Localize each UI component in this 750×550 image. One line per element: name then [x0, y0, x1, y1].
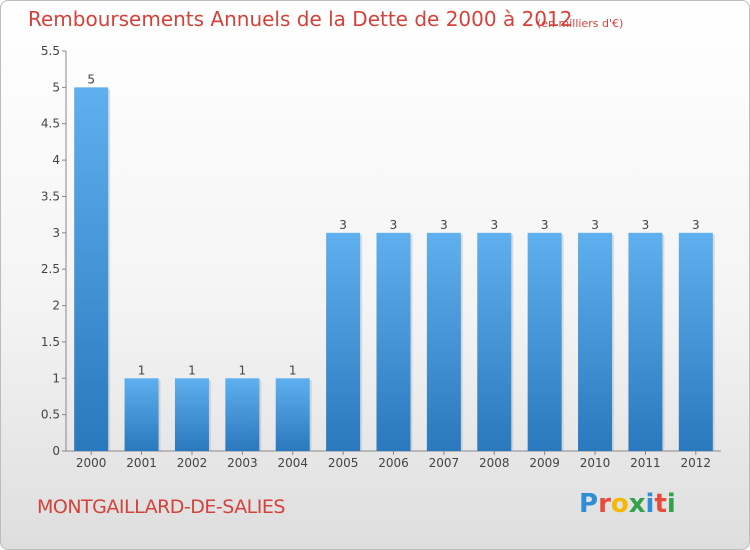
- bar-2008: [477, 232, 512, 451]
- x-tick-label: 2004: [277, 456, 308, 470]
- x-tick-label: 2007: [429, 456, 460, 470]
- x-tick-label: 2003: [227, 456, 258, 470]
- y-tick-label: 0.5: [41, 408, 60, 422]
- data-label: 3: [541, 218, 549, 232]
- bar-2007: [426, 232, 461, 451]
- bar-2000: [74, 87, 109, 451]
- data-label: 3: [591, 218, 599, 232]
- y-tick-label: 3.5: [41, 189, 60, 203]
- chart-unit: (en milliers d'€): [537, 17, 624, 30]
- commune-name: MONTGAILLARD-DE-SALIES: [37, 496, 285, 518]
- y-tick-label: 3: [52, 226, 60, 240]
- x-tick-label: 2012: [681, 456, 712, 470]
- x-tick-label: 2005: [328, 456, 359, 470]
- chart-title: Remboursements Annuels de la Dette de 20…: [28, 7, 573, 31]
- proxiti-logo: Proxiti: [579, 489, 676, 519]
- x-tick-label: 2000: [76, 456, 107, 470]
- y-tick-label: 0: [52, 444, 60, 458]
- logo-letter: x: [628, 489, 646, 519]
- y-tick-label: 4.5: [41, 117, 60, 131]
- bar-2010: [578, 232, 613, 451]
- bar-2012: [678, 232, 713, 451]
- y-tick-label: 2: [52, 299, 60, 313]
- y-tick-label: 1.5: [41, 335, 60, 349]
- y-tick-label: 4: [52, 153, 60, 167]
- logo-letter: i: [645, 489, 655, 519]
- logo-letter: o: [610, 489, 629, 519]
- x-tick-label: 2001: [126, 456, 157, 470]
- logo-letter: i: [666, 489, 676, 519]
- logo-letter: P: [579, 489, 599, 519]
- y-tick-label: 5: [52, 80, 60, 94]
- data-label: 1: [239, 363, 247, 377]
- data-label: 3: [339, 218, 347, 232]
- bar-2005: [326, 232, 361, 451]
- bar-2001: [124, 378, 159, 451]
- data-label: 3: [490, 218, 498, 232]
- data-label: 1: [188, 363, 196, 377]
- x-tick-label: 2008: [479, 456, 510, 470]
- bar-2003: [225, 378, 260, 451]
- data-label: 1: [289, 363, 297, 377]
- bar-2002: [174, 378, 209, 451]
- data-label: 3: [440, 218, 448, 232]
- bar-2004: [275, 378, 310, 451]
- bar-2009: [527, 232, 562, 451]
- data-label: 3: [692, 218, 700, 232]
- x-tick-label: 2009: [529, 456, 560, 470]
- data-label: 3: [642, 218, 650, 232]
- data-label: 1: [138, 363, 146, 377]
- x-tick-label: 2006: [378, 456, 409, 470]
- logo-letter: r: [598, 489, 611, 519]
- y-tick-label: 2.5: [41, 262, 60, 276]
- y-tick-label: 5.5: [41, 44, 60, 58]
- x-tick-label: 2010: [580, 456, 611, 470]
- data-label: 5: [87, 72, 95, 86]
- x-tick-label: 2011: [630, 456, 661, 470]
- y-tick-label: 1: [52, 371, 60, 385]
- bar-2006: [376, 232, 411, 451]
- bar-2011: [628, 232, 663, 451]
- logo-letter: t: [654, 489, 667, 519]
- data-label: 3: [390, 218, 398, 232]
- x-tick-label: 2002: [177, 456, 208, 470]
